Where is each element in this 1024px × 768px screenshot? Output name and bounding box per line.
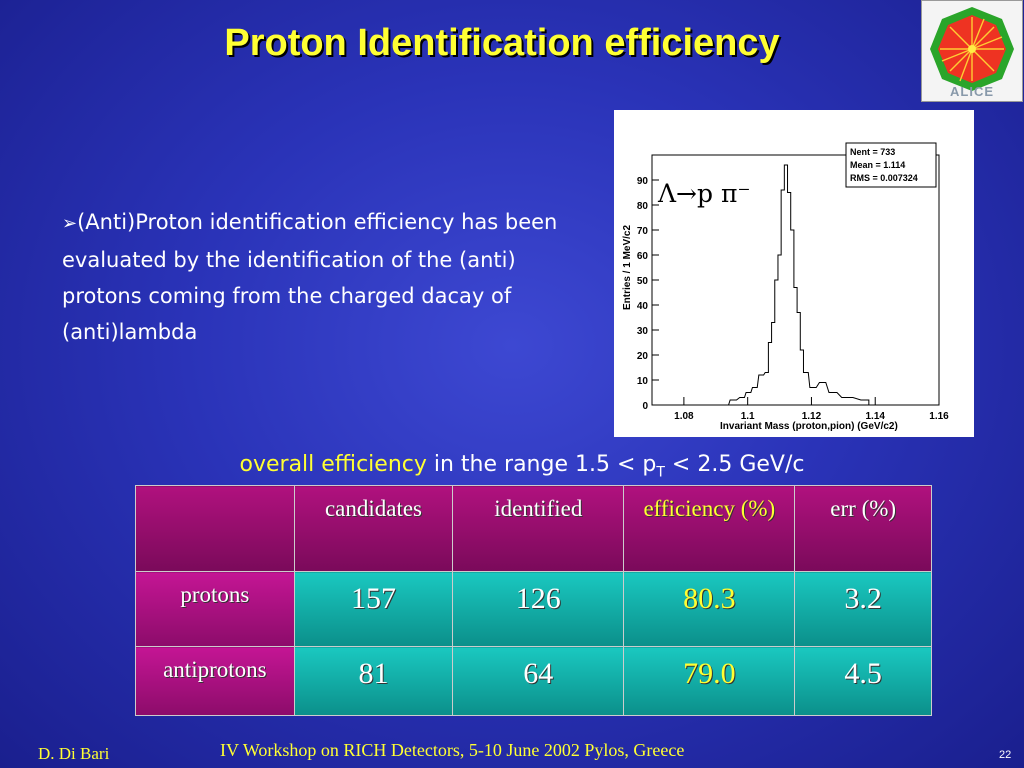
bullet-point: ➢(Anti)Proton identification efficiency … xyxy=(62,204,562,350)
efficiency-highlight: overall efficiency xyxy=(239,452,427,477)
results-table: candidates identified efficiency (%) err… xyxy=(135,485,932,716)
header-corner xyxy=(135,485,295,572)
cell-identified: 126 xyxy=(452,571,625,647)
x-axis-label: Invariant Mass (proton,pion) (GeV/c2) xyxy=(720,421,898,432)
x-tick-label: 1.08 xyxy=(674,411,694,422)
header-identified: identified xyxy=(452,485,625,572)
cell-err: 3.2 xyxy=(794,571,932,647)
bullet-text: (Anti)Proton identification efficiency h… xyxy=(62,210,558,344)
cell-identified: 64 xyxy=(452,646,625,716)
y-tick-label: 80 xyxy=(637,201,649,212)
table-header-row: candidates identified efficiency (%) err… xyxy=(135,485,932,572)
x-tick-label: 1.12 xyxy=(802,411,822,422)
stats-box: Nent = 733 Mean = 1.114 RMS = 0.007324 xyxy=(845,142,937,188)
footer-event: IV Workshop on RICH Detectors, 5-10 June… xyxy=(220,740,685,760)
row-label-protons: protons xyxy=(135,571,295,647)
arrow-bullet-icon: ➢ xyxy=(62,213,78,234)
stats-rms: RMS = 0.007324 xyxy=(850,173,918,183)
decay-label: Λ→p π⁻ xyxy=(657,179,751,208)
efficiency-range-pre: in the range 1.5 < p xyxy=(426,452,657,477)
stats-nent: Nent = 733 xyxy=(850,147,895,157)
alice-logo: ALICE xyxy=(921,0,1023,102)
cell-efficiency: 80.3 xyxy=(623,571,796,647)
histogram-line xyxy=(652,164,939,406)
stats-mean: Mean = 1.114 xyxy=(850,160,905,170)
y-tick-label: 20 xyxy=(637,351,649,362)
x-tick-label: 1.14 xyxy=(865,411,885,422)
footer-author: D. Di Bari xyxy=(38,744,110,763)
efficiency-range-post: < 2.5 GeV/c xyxy=(664,452,805,477)
y-tick-label: 30 xyxy=(637,326,649,337)
y-tick-label: 90 xyxy=(637,176,649,187)
page-number: 22 xyxy=(999,749,1012,761)
row-label-antiprotons: antiprotons xyxy=(135,646,295,716)
slide-title: Proton Identification efficiency xyxy=(224,22,780,64)
header-err: err (%) xyxy=(794,485,932,572)
y-axis-label: Entries / 1 MeV/c2 xyxy=(622,225,633,310)
y-tick-label: 10 xyxy=(637,376,649,387)
y-tick-label: 0 xyxy=(642,401,648,412)
header-efficiency: efficiency (%) xyxy=(623,485,796,572)
y-tick-label: 40 xyxy=(637,301,649,312)
efficiency-range-sub: T xyxy=(656,464,665,481)
y-tick-label: 70 xyxy=(637,226,649,237)
cell-candidates: 81 xyxy=(293,646,454,716)
table-row: protons 157 126 80.3 3.2 xyxy=(135,571,932,647)
invariant-mass-plot: Entries / 1 MeV/c2 Invariant Mass (proto… xyxy=(614,110,974,437)
y-tick-label: 60 xyxy=(637,251,649,262)
x-tick-label: 1.1 xyxy=(741,411,755,422)
cell-candidates: 157 xyxy=(293,571,454,647)
alice-logo-icon xyxy=(930,7,1014,91)
efficiency-caption: overall efficiency in the range 1.5 < pT… xyxy=(0,452,1024,480)
cell-err: 4.5 xyxy=(794,646,932,716)
cell-efficiency: 79.0 xyxy=(623,646,796,716)
logo-text: ALICE xyxy=(950,84,994,99)
y-tick-label: 50 xyxy=(637,276,649,287)
header-candidates: candidates xyxy=(293,485,454,572)
table-row: antiprotons 81 64 79.0 4.5 xyxy=(135,646,932,716)
x-tick-label: 1.16 xyxy=(929,411,949,422)
